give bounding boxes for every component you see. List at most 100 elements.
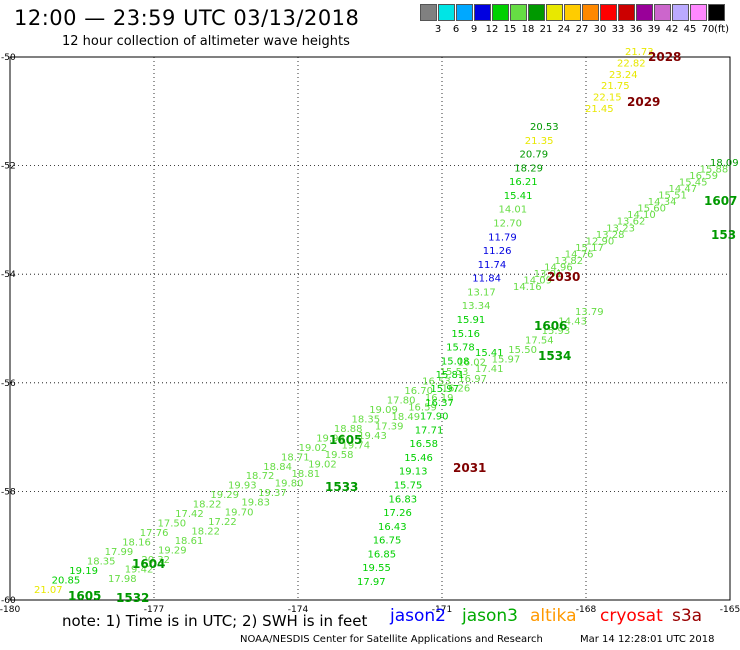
wave-height-label: 19.09 — [369, 405, 398, 416]
wave-height-label: 13.82 — [555, 256, 584, 267]
scale-tick-label: 12 — [485, 24, 499, 35]
scale-swatch — [528, 4, 545, 21]
scale-tick-label: 45 — [683, 24, 697, 35]
wave-height-label: 14.01 — [499, 205, 528, 216]
wave-height-label: 21.45 — [585, 104, 614, 115]
wave-height-label: 19.58 — [325, 450, 354, 461]
wave-height-label: 11.84 — [472, 274, 501, 285]
wave-height-label: 21.75 — [601, 81, 630, 92]
wave-height-label: 17.97 — [357, 577, 386, 588]
wave-height-label: 14.10 — [627, 210, 656, 221]
wave-height-label: 14.16 — [513, 282, 542, 293]
wave-height-label: 11.79 — [488, 232, 517, 243]
wave-height-label: 15.41 — [504, 191, 533, 202]
wave-height-label: 23.24 — [609, 70, 638, 81]
scale-swatch — [456, 4, 473, 21]
wave-height-label: 17.98 — [108, 574, 137, 585]
wave-height-label: 18.71 — [281, 452, 310, 463]
wave-height-label: 16.97 — [458, 374, 487, 385]
credit-line: NOAA/NESDIS Center for Satellite Applica… — [240, 634, 543, 645]
wave-height-label: 14.47 — [669, 184, 698, 195]
wave-height-label: 13.62 — [617, 217, 646, 228]
time-label: 153 — [711, 228, 736, 242]
time-label: 2029 — [627, 95, 660, 109]
time-label: 1534 — [538, 349, 571, 363]
scale-swatch — [636, 4, 653, 21]
wave-height-label: 22.15 — [593, 93, 622, 104]
wave-height-label: 14.34 — [648, 197, 677, 208]
wave-height-label: 15.81 — [436, 370, 465, 381]
scale-swatch — [672, 4, 689, 21]
satellite-altika: altika — [530, 606, 577, 626]
wave-height-label: 19.29 — [158, 545, 187, 556]
scale-swatch — [492, 4, 509, 21]
wave-height-label: 21.35 — [525, 136, 554, 147]
page-title: 12:00 — 23:59 UTC 03/13/2018 — [14, 6, 360, 30]
time-label: 2028 — [648, 50, 681, 64]
wave-height-label: 17.50 — [158, 519, 187, 530]
wave-height-label: 13.28 — [596, 230, 625, 241]
scale-tick-label: 70 — [701, 24, 715, 35]
wave-height-label: 17.42 — [175, 509, 204, 520]
wave-height-label: 15.75 — [394, 481, 423, 492]
wave-height-label: 17.80 — [387, 395, 416, 406]
wave-height-labels: 21.0720.8519.1918.3517.9918.1617.7617.50… — [34, 47, 739, 596]
wave-height-label: 19.02 — [299, 443, 328, 454]
scale-swatch — [654, 4, 671, 21]
wave-height-label: 15.91 — [457, 315, 486, 326]
wave-height-label: 14.96 — [544, 262, 573, 273]
lat-tick-label: -58 — [1, 487, 16, 497]
lon-tick-label: -180 — [0, 605, 20, 615]
wave-height-label: 18.29 — [514, 163, 543, 174]
scale-swatch — [510, 4, 527, 21]
lon-tick-label: -171 — [432, 605, 452, 615]
wave-height-label: 15.60 — [637, 204, 666, 215]
wave-height-label: 21.73 — [625, 47, 654, 58]
scale-swatch — [564, 4, 581, 21]
scale-tick-label: 27 — [575, 24, 589, 35]
wave-height-label: 17.71 — [415, 425, 444, 436]
time-label: 1605 — [329, 433, 362, 447]
wave-height-label: 18.16 — [122, 538, 151, 549]
wave-height-label: 18.22 — [193, 500, 222, 511]
wave-height-label: 13.34 — [462, 301, 491, 312]
wave-height-label: 16.58 — [409, 439, 438, 450]
wave-height-label: 15.51 — [658, 191, 687, 202]
lat-tick-label: -50 — [1, 53, 16, 63]
wave-height-label: 16.26 — [442, 383, 471, 394]
lat-tick-label: -54 — [1, 270, 16, 280]
wave-height-label: 17.41 — [475, 364, 504, 375]
wave-height-label: 18.22 — [191, 526, 220, 537]
wave-height-label: 18.72 — [246, 471, 275, 482]
wave-height-label: 17.54 — [525, 336, 554, 347]
wave-height-label: 15.17 — [575, 243, 604, 254]
scale-swatch — [690, 4, 707, 21]
wave-height-label: 14.76 — [565, 249, 594, 260]
wave-height-label: 16.53 — [422, 376, 451, 387]
lat-tick-label: -56 — [1, 379, 16, 389]
wave-height-label: 16.85 — [368, 549, 397, 560]
wave-height-label: 18.88 — [334, 424, 363, 435]
time-label: 2030 — [547, 270, 580, 284]
satellite-jason3: jason3 — [462, 606, 518, 626]
wave-height-label: 16.59 — [689, 171, 718, 182]
wave-height-label: 16.75 — [373, 536, 402, 547]
wave-height-label: 19.29 — [210, 490, 239, 501]
lat-tick-label: -60 — [1, 596, 16, 606]
wave-height-label: 16.59 — [408, 402, 437, 413]
wave-height-label: 18.49 — [392, 412, 421, 423]
wave-height-label: 13.91 — [534, 269, 563, 280]
scale-swatch — [582, 4, 599, 21]
scale-swatch — [708, 4, 725, 21]
scale-swatch — [438, 4, 455, 21]
wave-height-label: 19.74 — [342, 441, 371, 452]
scale-tick-label: 42 — [665, 24, 679, 35]
wave-height-label: 16.70 — [404, 386, 433, 397]
wave-height-label: 19.70 — [225, 507, 254, 518]
wave-height-label: 15.16 — [451, 329, 480, 340]
satellite-cryosat: cryosat — [600, 606, 663, 626]
wave-height-label: 20.79 — [520, 150, 549, 161]
scale-tick-label: 39 — [647, 24, 661, 35]
time-label: 1607 — [704, 194, 737, 208]
